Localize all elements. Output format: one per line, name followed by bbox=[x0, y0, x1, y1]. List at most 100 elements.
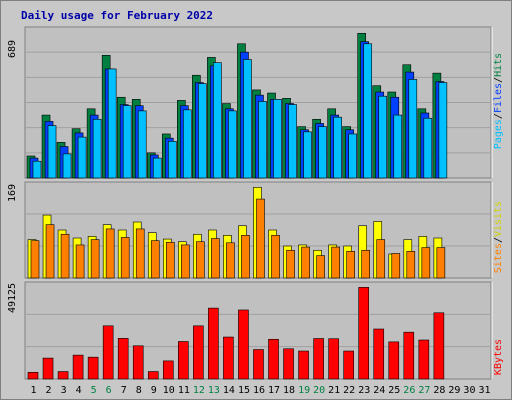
x-tick-label: 1 bbox=[31, 385, 37, 396]
sites-bar bbox=[90, 239, 100, 279]
legend-visits: Visits bbox=[493, 201, 504, 237]
legend-hits: Hits bbox=[493, 53, 504, 77]
kbytes-bar bbox=[373, 328, 385, 380]
kbytes-bar bbox=[433, 312, 445, 380]
kbytes-bar bbox=[238, 309, 249, 380]
kbytes-bar bbox=[102, 325, 114, 380]
x-tick-label: 19 bbox=[298, 385, 310, 396]
sites-bar bbox=[346, 251, 355, 279]
pages-bar bbox=[137, 110, 147, 179]
sites-bar bbox=[45, 224, 55, 279]
pages-bar bbox=[243, 59, 252, 179]
sites-bar bbox=[60, 233, 70, 279]
x-tick-label: 25 bbox=[388, 385, 400, 396]
pages-bar bbox=[92, 118, 102, 179]
x-tick-label: 10 bbox=[163, 385, 175, 396]
legend-sites: Sites bbox=[493, 243, 504, 273]
legend-sep: / bbox=[493, 113, 504, 119]
x-tick-label: 21 bbox=[328, 385, 340, 396]
pages-bar bbox=[258, 101, 267, 179]
pages-bar bbox=[152, 157, 162, 179]
kbytes-bar bbox=[117, 338, 129, 380]
legend-visits-sites: Sites/Visits bbox=[493, 201, 504, 273]
sites-bar bbox=[196, 241, 205, 279]
sites-bar bbox=[135, 228, 145, 279]
sites-bar bbox=[75, 244, 85, 279]
x-tick-label: 3 bbox=[61, 385, 67, 396]
kbytes-bar bbox=[388, 341, 400, 380]
x-tick-label: 24 bbox=[373, 385, 385, 396]
kbytes-bar bbox=[358, 287, 370, 380]
x-tick-label: 27 bbox=[418, 385, 430, 396]
y-max-label-hits: 689 bbox=[7, 40, 18, 58]
pages-bar bbox=[303, 131, 312, 179]
x-tick-label: 4 bbox=[76, 385, 82, 396]
pages-bar bbox=[62, 153, 72, 179]
legend-hits-files-pages: Pages/Files/Hits bbox=[493, 53, 504, 149]
kbytes-bar bbox=[283, 348, 294, 380]
pages-bar bbox=[167, 140, 177, 179]
x-tick-label: 30 bbox=[463, 385, 475, 396]
kbytes-bar bbox=[27, 371, 39, 380]
sites-bar bbox=[271, 235, 280, 279]
pages-bar bbox=[393, 114, 403, 179]
pages-bar bbox=[348, 133, 357, 179]
x-tick-label: 9 bbox=[151, 385, 157, 396]
sites-bar bbox=[181, 244, 190, 279]
y-max-label-kbytes: 49125 bbox=[7, 283, 18, 313]
sites-bar bbox=[316, 255, 325, 279]
kbytes-bar bbox=[57, 371, 69, 380]
kbytes-bar bbox=[313, 338, 324, 380]
sites-bar bbox=[150, 240, 160, 279]
x-tick-label: 12 bbox=[193, 385, 205, 396]
pages-bar bbox=[363, 43, 373, 179]
pages-bar bbox=[438, 82, 448, 179]
legend-sep: / bbox=[493, 237, 504, 243]
pages-bar bbox=[228, 110, 237, 179]
kbytes-bar bbox=[403, 331, 415, 380]
pages-bar bbox=[288, 104, 297, 179]
sites-bar bbox=[226, 242, 235, 279]
pages-bar bbox=[183, 109, 192, 179]
sites-bar bbox=[286, 249, 295, 279]
x-tick-label: 18 bbox=[283, 385, 295, 396]
x-tick-label: 31 bbox=[478, 385, 490, 396]
y-max-label-visits: 169 bbox=[7, 184, 18, 202]
sites-bar bbox=[256, 198, 265, 279]
kbytes-bar bbox=[193, 325, 204, 380]
x-tick-label: 16 bbox=[253, 385, 265, 396]
legend-files: Files bbox=[493, 83, 504, 113]
kbytes-bar bbox=[162, 360, 174, 380]
kbytes-bar bbox=[42, 357, 54, 380]
sites-bar bbox=[391, 253, 401, 279]
pages-bar bbox=[333, 116, 342, 179]
legend-kbytes: KBytes bbox=[493, 339, 504, 375]
kbytes-bar bbox=[72, 354, 84, 380]
x-tick-label: 2 bbox=[46, 385, 52, 396]
pages-bar bbox=[47, 125, 57, 179]
x-tick-label: 20 bbox=[313, 385, 325, 396]
chart-title: Daily usage for February 2022 bbox=[21, 9, 214, 22]
x-tick-label: 11 bbox=[178, 385, 190, 396]
sites-bar bbox=[165, 241, 175, 279]
sites-bar bbox=[105, 228, 115, 279]
x-tick-label: 15 bbox=[238, 385, 250, 396]
sites-bar bbox=[361, 249, 371, 279]
pages-bar bbox=[318, 126, 327, 179]
x-tick-label: 26 bbox=[403, 385, 415, 396]
sites-bar bbox=[421, 247, 431, 279]
x-tick-label: 7 bbox=[121, 385, 127, 396]
kbytes-bar bbox=[343, 350, 354, 380]
pages-bar bbox=[107, 68, 117, 179]
kbytes-bar bbox=[298, 350, 309, 380]
x-tick-label: 23 bbox=[358, 385, 370, 396]
pages-bar bbox=[32, 160, 42, 179]
sites-bar bbox=[241, 235, 250, 279]
legend-pages: Pages bbox=[493, 119, 504, 149]
sites-bar bbox=[301, 246, 310, 279]
sites-bar bbox=[436, 247, 446, 279]
x-tick-label: 5 bbox=[91, 385, 97, 396]
x-tick-label: 13 bbox=[208, 385, 220, 396]
